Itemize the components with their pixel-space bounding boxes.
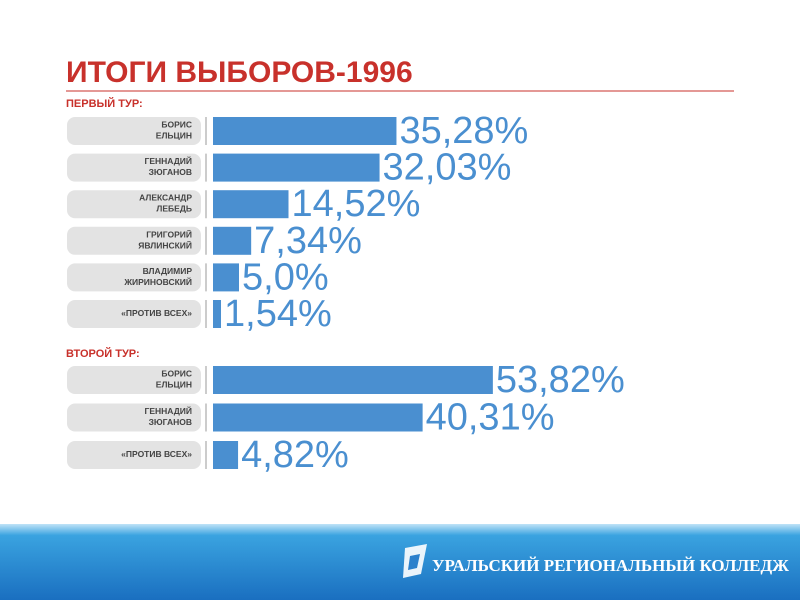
candidate-name: ГЕННАДИЙ ЗЮГАНОВ xyxy=(145,155,193,177)
bar xyxy=(213,366,493,394)
name-pill xyxy=(67,226,201,255)
candidate-name: АЛЕКСАНДР ЛЕБЕДЬ xyxy=(139,193,192,214)
value-label: 7,34% xyxy=(254,220,362,262)
candidate-name: БОРИС ЕЛЬЦИН xyxy=(156,120,192,141)
bar xyxy=(213,441,239,469)
name-pill xyxy=(67,190,201,219)
slide-title: ИТОГИ ВЫБОРОВ-1996 xyxy=(66,56,413,89)
value-label: 1,54% xyxy=(224,293,332,335)
name-pill xyxy=(67,403,201,432)
footer-band xyxy=(0,524,800,600)
round-title: ВТОРОЙ ТУР: xyxy=(66,347,140,360)
name-pill xyxy=(67,300,201,328)
bar xyxy=(213,190,289,219)
bar xyxy=(213,153,380,182)
bar xyxy=(213,300,222,328)
footer-text: УРАЛЬСКИЙ РЕГИОНАЛЬНЫЙ КОЛЛЕДЖ xyxy=(432,556,789,575)
value-label: 4,82% xyxy=(241,434,349,476)
bar xyxy=(213,403,423,432)
name-pill xyxy=(67,441,201,469)
bar xyxy=(213,226,252,255)
candidate-name: ВЛАДИМИР ЖИРИНОВСКИЙ xyxy=(123,266,192,287)
value-label: 35,28% xyxy=(399,110,528,152)
candidate-name: БОРИС ЕЛЬЦИН xyxy=(156,369,192,390)
value-label: 14,52% xyxy=(292,183,421,225)
name-pill xyxy=(67,366,201,394)
value-label: 32,03% xyxy=(383,147,512,189)
round-title: ПЕРВЫЙ ТУР: xyxy=(66,97,143,110)
candidate-name: «ПРОТИВ ВСЕХ» xyxy=(121,308,192,318)
logo-inner xyxy=(408,554,420,570)
name-pill xyxy=(67,153,201,182)
value-label: 5,0% xyxy=(242,256,329,298)
value-label: 53,82% xyxy=(496,359,625,401)
name-pill xyxy=(67,263,201,292)
candidate-name: «ПРОТИВ ВСЕХ» xyxy=(121,449,192,459)
name-pill xyxy=(67,117,201,145)
value-label: 40,31% xyxy=(426,397,555,439)
bar xyxy=(213,117,397,145)
candidate-name: ГЕННАДИЙ ЗЮГАНОВ xyxy=(145,405,193,427)
bar xyxy=(213,263,239,292)
candidate-name: ГРИГОРИЙ ЯВЛИНСКИЙ xyxy=(138,229,192,251)
